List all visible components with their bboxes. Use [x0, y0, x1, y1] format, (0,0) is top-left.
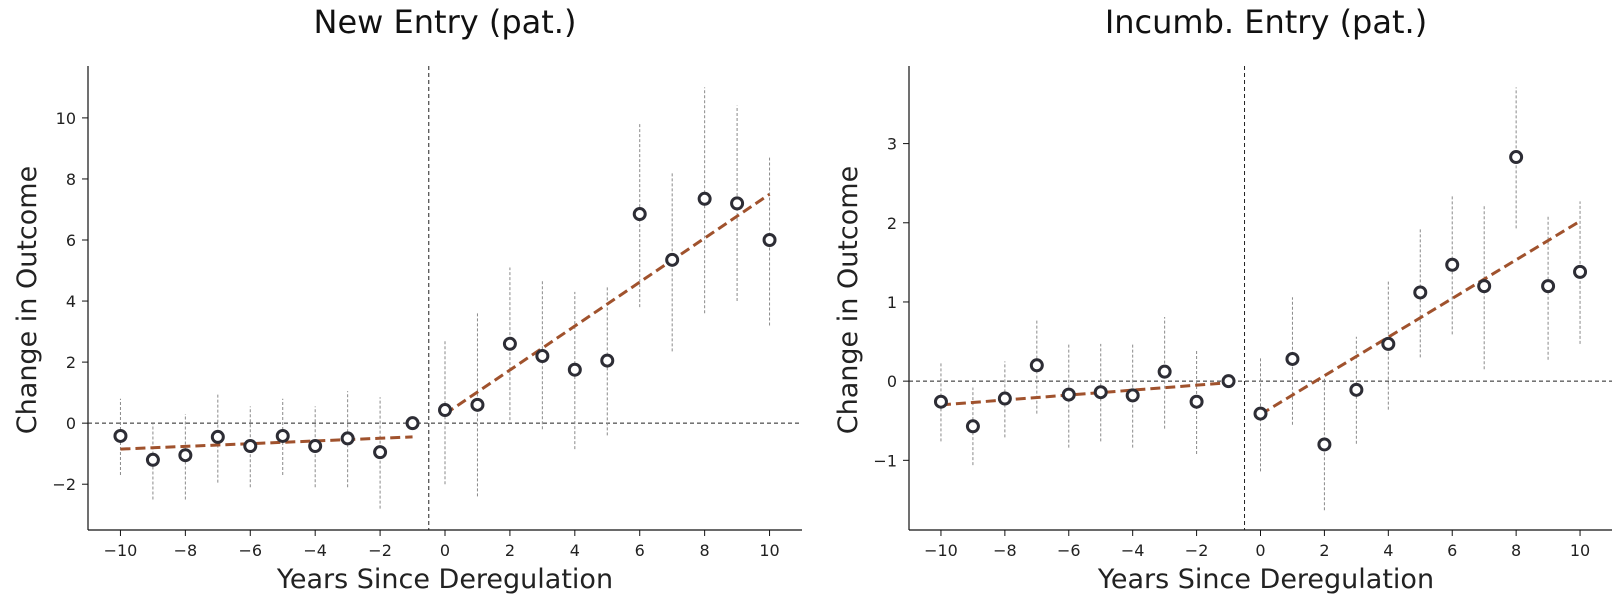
data-point	[965, 419, 980, 434]
data-point	[600, 353, 615, 368]
y-tick-label: 4	[66, 292, 76, 311]
y-tick-label: −1	[873, 451, 897, 470]
x-tick-label: −6	[1057, 541, 1081, 560]
data-point	[1445, 257, 1460, 272]
data-point	[632, 207, 647, 222]
x-axis-label: Years Since Deregulation	[276, 564, 613, 595]
data-point	[405, 416, 420, 431]
x-tick-label: 0	[1255, 541, 1265, 560]
data-point	[1541, 279, 1556, 294]
data-point	[1573, 264, 1588, 279]
x-tick-label: −2	[368, 541, 392, 560]
x-tick-label: −6	[238, 541, 262, 560]
data-point	[1253, 406, 1268, 421]
data-point	[1061, 387, 1076, 402]
y-tick-label: 2	[66, 353, 76, 372]
y-axis-label: Change in Outcome	[833, 166, 864, 434]
data-point	[243, 439, 258, 454]
y-tick-label: 6	[66, 231, 76, 250]
x-tick-label: 4	[570, 541, 580, 560]
y-tick-label: 0	[887, 372, 897, 391]
x-tick-label: −10	[924, 541, 958, 560]
trend-line	[940, 381, 1229, 407]
x-tick-label: 2	[1319, 541, 1329, 560]
data-point	[933, 394, 948, 409]
x-tick-label: −4	[1121, 541, 1145, 560]
y-tick-label: 10	[56, 109, 76, 128]
trend-line	[444, 192, 771, 416]
x-tick-label: 8	[700, 541, 710, 560]
x-tick-label: −2	[1185, 541, 1209, 560]
trend-line	[120, 435, 413, 451]
data-point	[308, 439, 323, 454]
x-tick-label: 8	[1511, 541, 1521, 560]
y-tick-label: 0	[66, 414, 76, 433]
y-axis-label: Change in Outcome	[12, 166, 43, 434]
data-point	[665, 252, 680, 267]
data-point	[438, 403, 452, 418]
chart-title: Incumb. Entry (pat.)	[1105, 3, 1427, 41]
x-tick-label: 4	[1383, 541, 1393, 560]
x-tick-label: −8	[174, 541, 198, 560]
data-point	[997, 391, 1012, 406]
data-point	[567, 362, 582, 377]
x-tick-label: 6	[635, 541, 645, 560]
x-tick-label: 6	[1447, 541, 1457, 560]
x-tick-label: 2	[505, 541, 515, 560]
data-point	[275, 428, 290, 443]
data-point	[730, 196, 745, 211]
data-point	[1221, 374, 1236, 389]
chart-title: New Entry (pat.)	[314, 3, 577, 41]
data-point	[210, 429, 225, 444]
data-point	[1349, 382, 1364, 397]
x-tick-label: 0	[440, 541, 450, 560]
data-point	[502, 336, 517, 351]
x-tick-label: −8	[993, 541, 1017, 560]
data-point	[340, 431, 355, 446]
data-point	[697, 191, 712, 206]
y-tick-label: 8	[66, 170, 76, 189]
y-tick-label: 3	[887, 135, 897, 154]
data-point	[1509, 150, 1524, 165]
y-tick-label: 1	[887, 293, 897, 312]
data-point	[1125, 388, 1140, 403]
panel-new-entry: New Entry (pat.) Years Since Deregulatio…	[12, 3, 802, 595]
x-tick-label: −4	[303, 541, 327, 560]
data-point	[1029, 358, 1044, 373]
data-point	[1413, 285, 1428, 300]
x-axis-label: Years Since Deregulation	[1097, 564, 1434, 595]
data-point	[1189, 394, 1204, 409]
x-tick-label: −10	[104, 541, 138, 560]
data-point	[470, 397, 485, 412]
data-point	[1317, 437, 1332, 452]
panel-incumb-entry: Incumb. Entry (pat.) Years Since Deregul…	[833, 3, 1612, 595]
data-point	[145, 452, 160, 467]
data-point	[1157, 364, 1172, 379]
data-point	[373, 445, 388, 460]
data-point	[1381, 336, 1396, 351]
y-tick-label: −2	[52, 475, 76, 494]
data-point	[1477, 279, 1492, 294]
data-point	[535, 349, 550, 363]
data-point	[762, 233, 777, 247]
y-tick-label: 2	[887, 214, 897, 233]
data-point	[1285, 351, 1300, 366]
x-tick-label: 10	[759, 541, 779, 560]
data-point	[113, 428, 128, 443]
trend-line	[1259, 219, 1581, 416]
data-point	[178, 448, 193, 463]
data-point	[1093, 385, 1108, 400]
x-tick-label: 10	[1570, 541, 1590, 560]
